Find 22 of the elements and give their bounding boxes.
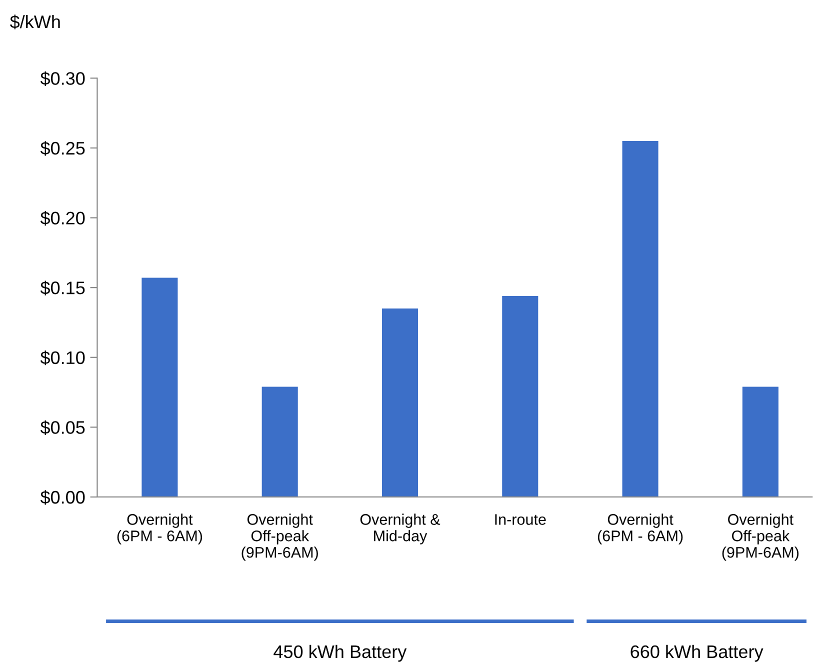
bar — [622, 140, 658, 497]
x-tick-label: Overnight (6PM - 6AM) — [598, 514, 683, 544]
bar — [142, 278, 178, 497]
x-tick-label: Overnight & Mid-day — [360, 514, 440, 544]
bar — [382, 308, 418, 497]
x-tick-label: Overnight Off-peak (9PM-6AM) — [242, 514, 318, 561]
y-tick-label: $0.00 — [40, 490, 85, 505]
y-axis-title: $/kWh — [10, 14, 60, 30]
y-tick-label: $0.25 — [40, 141, 85, 156]
bar — [502, 296, 538, 497]
y-tick-label: $0.20 — [40, 210, 85, 226]
bar — [742, 386, 778, 497]
bar — [262, 386, 298, 497]
x-tick-label: In-route — [495, 514, 546, 525]
x-tick-label: Overnight (6PM - 6AM) — [117, 514, 202, 544]
y-tick-label: $0.10 — [40, 350, 85, 366]
y-tick-label: $0.05 — [40, 420, 85, 435]
text: 660 kWh Battery — [630, 644, 764, 662]
y-tick-label: $0.15 — [40, 280, 85, 296]
x-tick-label: Overnight Off-peak (9PM-6AM) — [722, 514, 799, 561]
text: 450 kWh Battery — [274, 644, 407, 662]
y-tick-label: $0.30 — [40, 71, 85, 86]
